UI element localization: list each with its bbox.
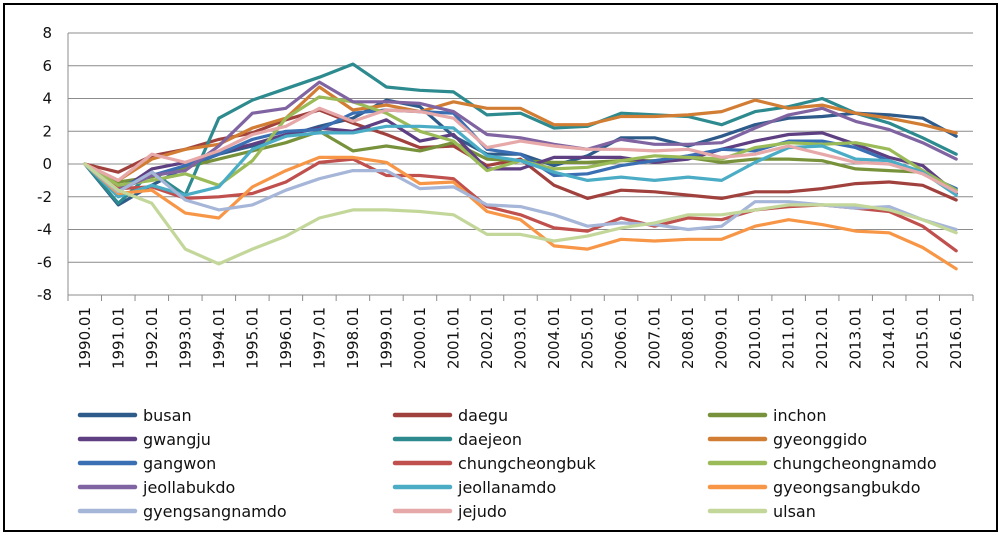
x-tick-label: 1999.01 [377, 307, 395, 369]
x-tick-label: 2015.01 [914, 307, 932, 369]
legend-label: jeollanamdo [457, 478, 556, 497]
x-tick-label: 2007.01 [646, 307, 664, 369]
x-tick-label: 2011.01 [780, 307, 798, 369]
x-tick-label: 2016.01 [947, 307, 965, 369]
x-tick-label: 1997.01 [310, 307, 328, 369]
legend-label: jeollabukdo [142, 478, 235, 497]
x-tick-label: 2003.01 [512, 307, 530, 369]
x-tick-label: 1993.01 [176, 307, 194, 369]
series-line-gyeongsangbukdo [83, 155, 958, 271]
x-tick-label: 2004.01 [545, 307, 563, 369]
legend-label: daejeon [458, 430, 522, 449]
legend-label: chungcheongnamdo [773, 454, 937, 473]
x-tick-label: 2013.01 [847, 307, 865, 369]
legend-label: inchon [773, 406, 826, 425]
y-tick-label: 0 [42, 155, 52, 173]
chart-frame: -8 -6 -4 -2 0 2 4 6 8 1990.01 1991.01 1992.01 1993.… [3, 3, 998, 532]
y-tick-label: 2 [42, 122, 52, 140]
x-tick-labels: 1990.01 1991.01 1992.01 1993.01 1994.01 1995.… [76, 307, 965, 369]
series-line-jeollanamdo [83, 124, 958, 199]
legend: busan daegu inchon gwangju daejeon gyeonggido… [77, 406, 937, 521]
x-tick-label: 1992.01 [143, 307, 161, 369]
series-line-ulsan [83, 162, 958, 266]
x-tick-label: 2012.01 [813, 307, 831, 369]
legend-label: gyengsangnamdo [143, 502, 287, 521]
y-tick-label: -2 [37, 188, 52, 206]
axes [67, 33, 974, 301]
legend-label: gyeongsangbukdo [773, 478, 921, 497]
x-tick-label: 1998.01 [344, 307, 362, 369]
x-tick-label: 2005.01 [579, 307, 597, 369]
x-tick-label: 1991.01 [109, 307, 127, 369]
line-chart: -8 -6 -4 -2 0 2 4 6 8 1990.01 1991.01 1992.01 1993.… [37, 24, 974, 521]
legend-label: gangwon [143, 454, 216, 473]
legend-label: gyeonggido [773, 430, 867, 449]
series-lines [83, 62, 958, 271]
y-tick-label: 6 [42, 57, 52, 75]
x-tick-label: 2010.01 [746, 307, 764, 369]
x-tick-label: 2006.01 [612, 307, 630, 369]
series-line-jejudo [83, 106, 958, 194]
x-tick-label: 2002.01 [478, 307, 496, 369]
x-tick-label: 1996.01 [277, 307, 295, 369]
series-line-daejeon [83, 62, 958, 205]
legend-label: busan [143, 406, 192, 425]
series-line-gangwon [83, 108, 958, 191]
y-tick-label: -4 [37, 221, 52, 239]
x-tick-label: 2008.01 [679, 307, 697, 369]
series-line-gyeonggido [83, 85, 958, 182]
y-tick-label: -8 [37, 286, 52, 304]
x-tick-label: 2001.01 [444, 307, 462, 369]
legend-label: daegu [458, 406, 508, 425]
legend-label: ulsan [773, 502, 816, 521]
y-tick-label: 4 [42, 90, 52, 108]
x-tick-label: 1994.01 [210, 307, 228, 369]
x-tick-label: 2000.01 [411, 307, 429, 369]
y-tick-labels: -8 -6 -4 -2 0 2 4 6 8 [37, 24, 52, 304]
x-tick-label: 1990.01 [76, 307, 94, 369]
x-tick-label: 1995.01 [243, 307, 261, 369]
legend-label: jejudo [457, 502, 507, 521]
y-tick-label: -6 [37, 253, 52, 271]
y-tick-label: 8 [42, 24, 52, 42]
x-tick-label: 2009.01 [713, 307, 731, 369]
legend-label: gwangju [143, 430, 211, 449]
x-tick-label: 2014.01 [880, 307, 898, 369]
series-line-jeollabukdo [83, 80, 958, 192]
legend-label: chungcheongbuk [458, 454, 597, 473]
